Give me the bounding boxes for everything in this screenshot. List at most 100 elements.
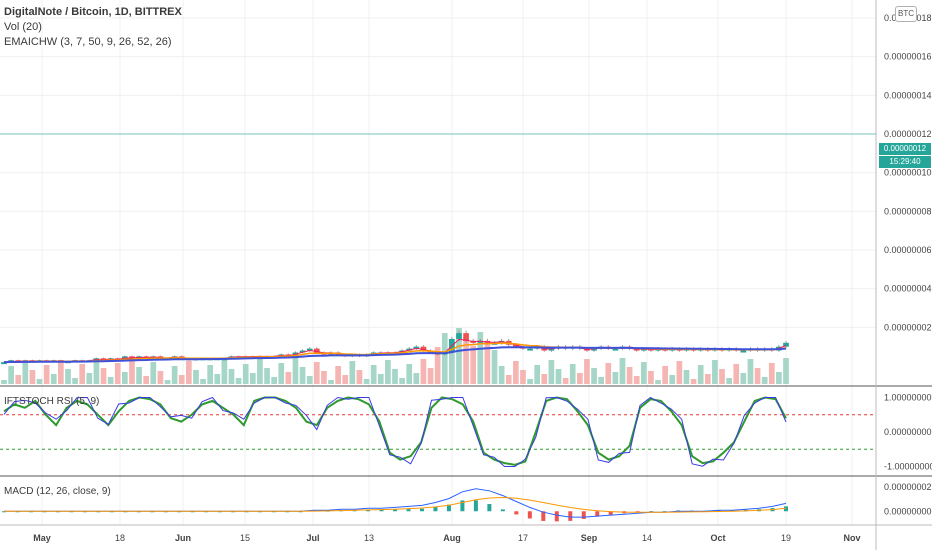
volume-bar	[612, 372, 619, 384]
macd-histogram-bar	[487, 504, 492, 512]
volume-bar	[271, 377, 277, 384]
volume-bar	[249, 373, 256, 384]
volume-bar	[107, 377, 114, 384]
candle	[313, 348, 320, 353]
volume-bar	[591, 368, 597, 384]
macd-histogram-bar	[541, 511, 546, 521]
volume-bar	[242, 364, 249, 384]
price-axis-label: 0.00000014	[884, 90, 932, 100]
ema-mid-line	[3, 342, 787, 363]
macd-line	[4, 488, 787, 518]
volume-bar	[619, 358, 626, 384]
volume-bar	[733, 364, 740, 384]
volume-bar	[669, 375, 676, 384]
macd-histogram-bar	[649, 511, 654, 513]
currency-badge[interactable]: BTC	[895, 6, 917, 22]
volume-bar	[598, 377, 605, 384]
macd-axis-label: 0.00000002	[884, 482, 932, 492]
volume-bar	[441, 333, 448, 384]
volume-bar	[257, 359, 263, 384]
volume-bar	[100, 368, 107, 384]
volume-bar	[420, 359, 427, 384]
volume-bar	[15, 375, 22, 384]
volume-bar	[726, 378, 732, 384]
volume-bar	[228, 369, 235, 384]
ema-slow-line	[3, 346, 787, 364]
volume-bar	[783, 358, 789, 384]
volume-bar	[562, 378, 569, 384]
volume-bar	[193, 370, 199, 384]
volume-bar	[626, 367, 633, 384]
volume-bar	[185, 361, 192, 384]
volume-bar	[584, 359, 590, 384]
candle	[306, 348, 313, 351]
volume-bar	[22, 361, 29, 384]
volume-bar	[463, 337, 469, 384]
volume-bar	[264, 368, 270, 384]
volume-bar	[93, 359, 100, 384]
macd-histogram-bar	[433, 506, 438, 512]
price-axis-label: 0.00000004	[884, 284, 932, 294]
ema-fast-line	[3, 338, 787, 363]
candle	[420, 346, 427, 351]
volume-bar	[576, 373, 583, 384]
volume-bar	[321, 371, 327, 384]
candle	[413, 346, 420, 349]
emaichw-indicator-label: EMAICHW (3, 7, 50, 9, 26, 52, 26)	[4, 36, 172, 48]
time-axis-label: May	[33, 533, 51, 543]
time-axis-label: Sep	[581, 533, 598, 543]
volume-bar	[36, 379, 43, 384]
candle	[513, 344, 519, 347]
volume-bar	[527, 379, 533, 384]
volume-bar	[683, 370, 690, 384]
macd-histogram-bar	[379, 509, 384, 512]
volume-bar	[399, 378, 405, 384]
macd-histogram-bar	[473, 500, 478, 512]
volume-bar	[328, 380, 334, 384]
volume-bar	[761, 377, 768, 384]
volume-bar	[43, 365, 50, 384]
volume-bar	[299, 367, 306, 384]
volume-bar	[235, 378, 242, 384]
volume-bar	[306, 376, 313, 384]
volume-bar	[520, 370, 526, 384]
volume-bar	[200, 379, 206, 384]
volume-bar	[349, 361, 356, 384]
volume-bar	[143, 376, 150, 384]
time-axis-label: 13	[364, 533, 374, 543]
candle	[783, 342, 789, 347]
volume-bar	[221, 360, 228, 384]
candle	[477, 340, 484, 343]
volume-bar	[534, 365, 541, 384]
volume-bar	[434, 347, 441, 384]
volume-bar	[569, 364, 576, 384]
volume-bar	[484, 341, 491, 384]
volume-bar	[178, 375, 185, 384]
price-axis-label: 0.00000010	[884, 168, 932, 178]
volume-bar	[377, 374, 384, 384]
volume-bar	[342, 375, 349, 384]
price-axis-label: 0.00000012	[884, 129, 932, 139]
candle	[640, 348, 647, 351]
volume-bar	[86, 373, 93, 384]
volume-bar	[278, 363, 285, 384]
volume-bar	[285, 372, 292, 384]
volume-indicator-label: Vol (20)	[4, 21, 42, 33]
volume-bar	[29, 370, 36, 384]
time-axis-label: Aug	[443, 533, 461, 543]
volume-bar	[605, 363, 612, 384]
volume-bar	[505, 375, 512, 384]
macd-histogram-bar	[406, 509, 411, 512]
macd-histogram-bar	[514, 511, 519, 515]
time-axis-label: Nov	[843, 533, 860, 543]
candle	[299, 350, 306, 353]
ift-axis-label: 1.00000000	[884, 392, 932, 402]
volume-bar	[633, 376, 640, 384]
volume-bar	[548, 360, 555, 384]
candle	[463, 333, 469, 341]
volume-bar	[292, 358, 299, 384]
macd-histogram-bar	[393, 509, 397, 512]
volume-bar	[662, 366, 668, 384]
volume-bar	[356, 370, 363, 384]
